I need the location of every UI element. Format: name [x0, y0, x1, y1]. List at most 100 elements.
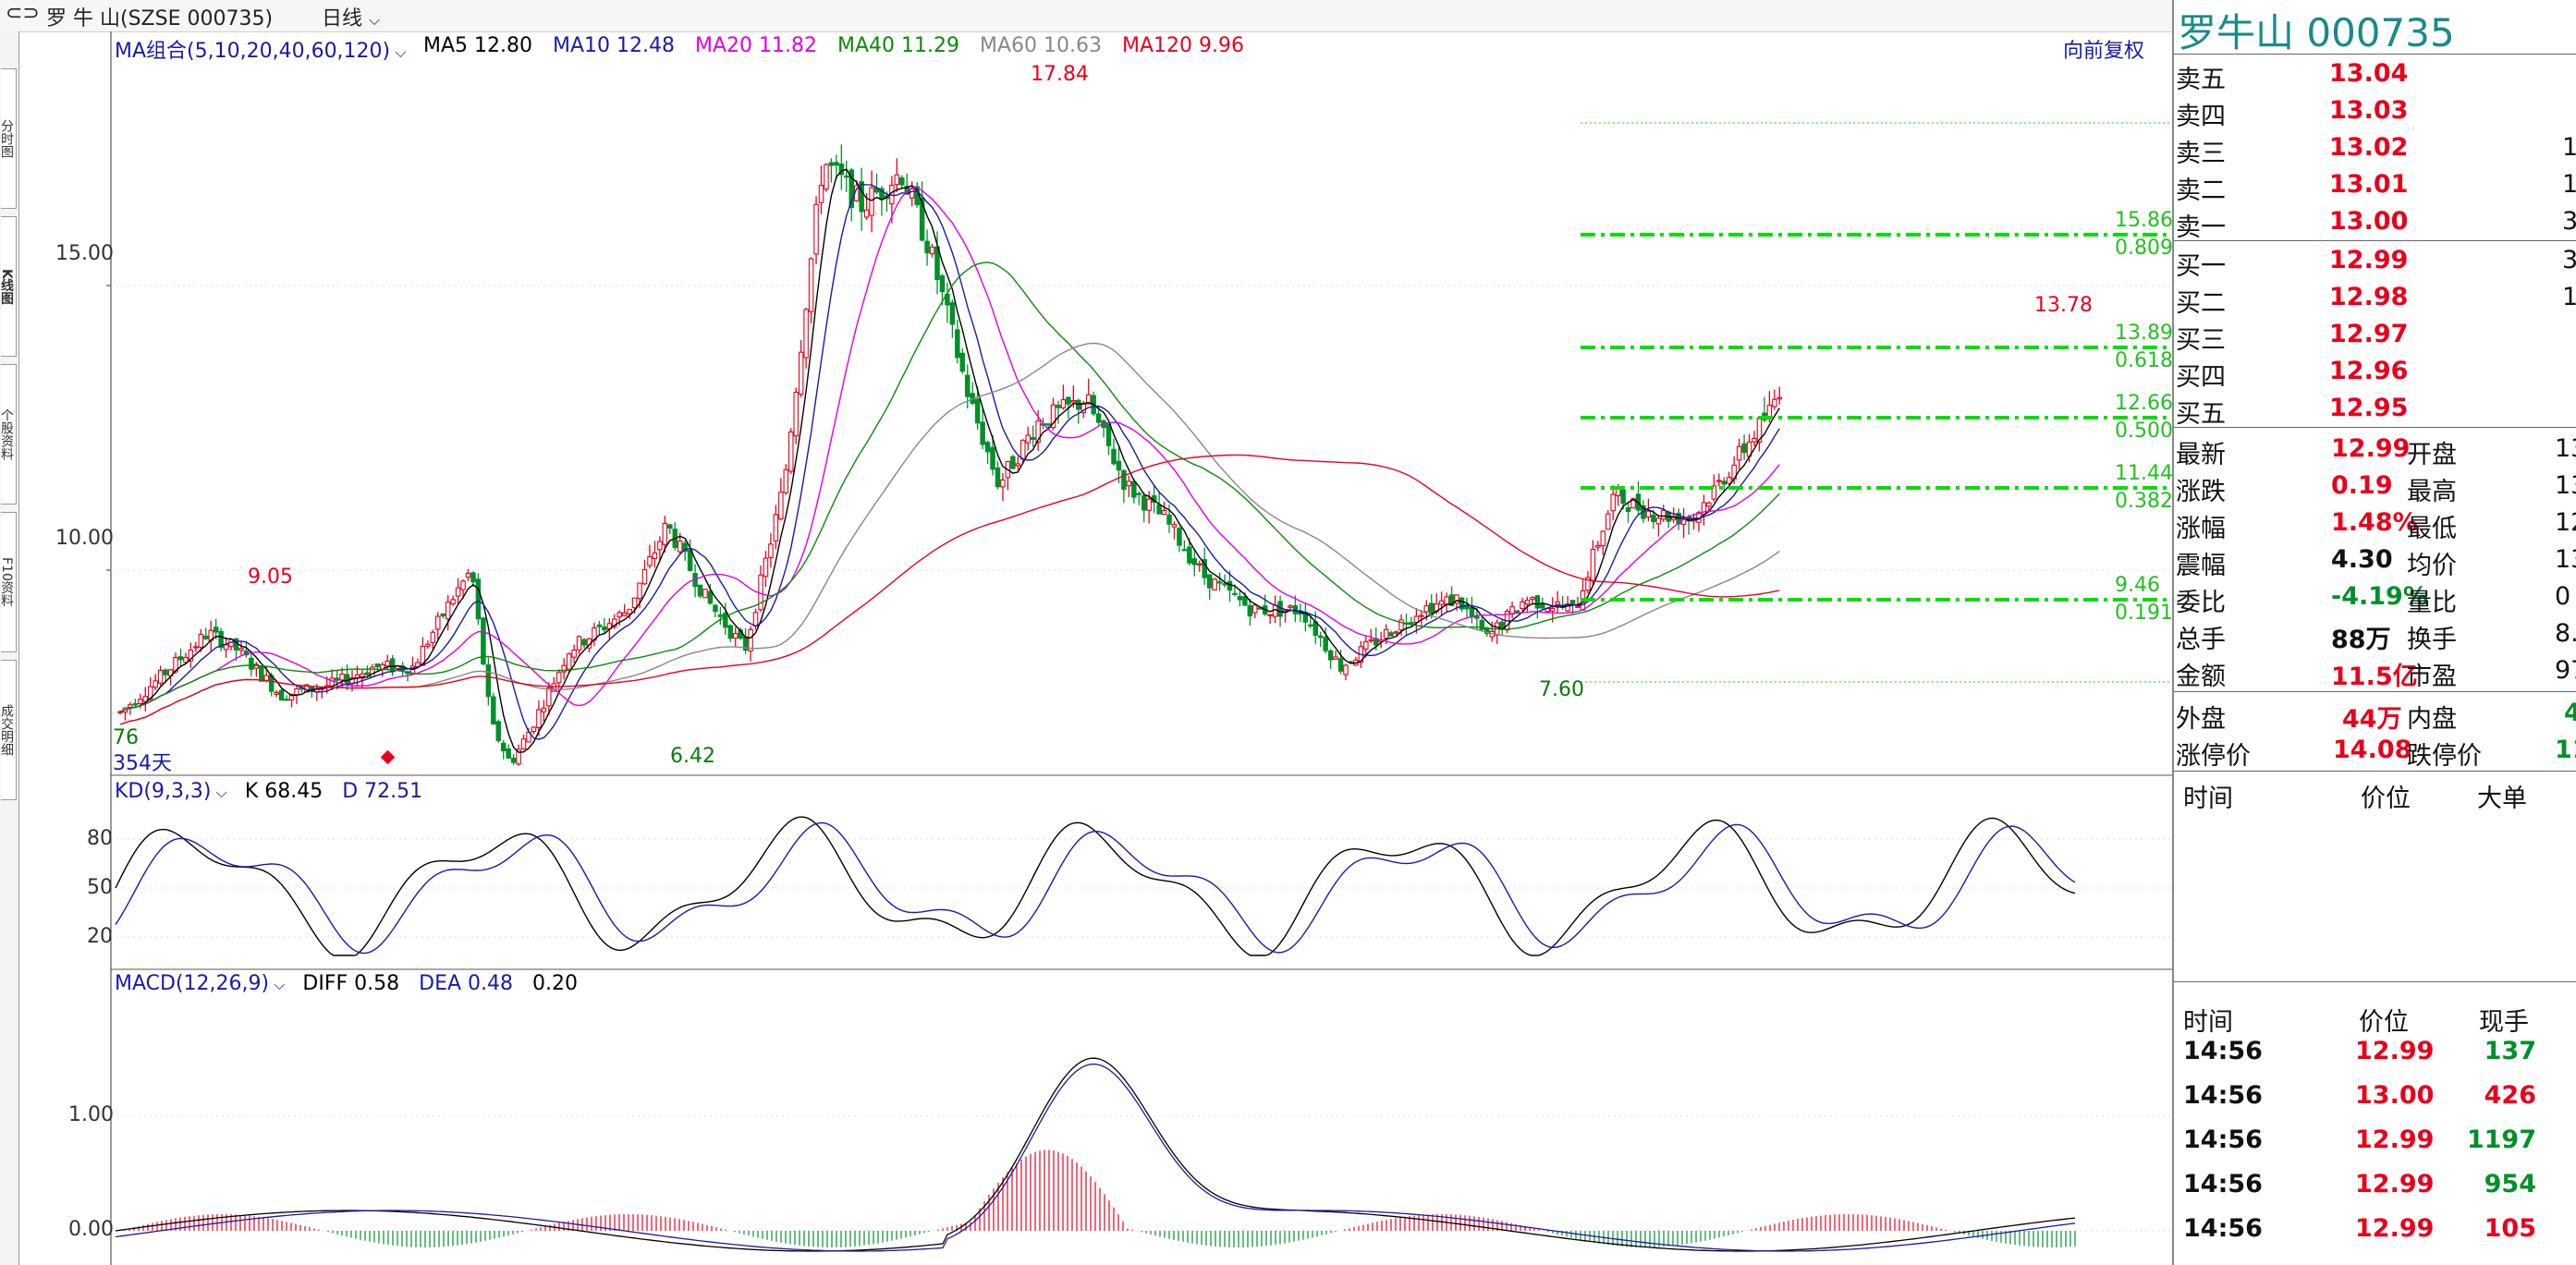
- ma-value-0: MA5 12.80: [423, 34, 533, 57]
- ma-value-3: MA40 11.29: [837, 34, 960, 57]
- candle-body: [506, 748, 511, 759]
- candle-body: [153, 680, 158, 688]
- candle-body: [495, 721, 502, 742]
- candle-body: [510, 758, 517, 763]
- tab-trades[interactable]: 成交明细: [1, 660, 17, 800]
- sell-price: 13.02: [2329, 133, 2409, 162]
- candle-body: [128, 704, 133, 709]
- tab-intraday[interactable]: 分时图: [1, 68, 17, 209]
- buy-price: 12.97: [2329, 320, 2409, 348]
- candle-body: [945, 293, 950, 306]
- candle-body: [641, 568, 648, 585]
- candle-body: [687, 549, 693, 571]
- stat-row: 涨跌 0.19 最高 13: [2174, 468, 2576, 506]
- stat-value: 1.48%: [2331, 508, 2418, 537]
- candle-body: [667, 524, 673, 529]
- candle-body: [198, 633, 204, 648]
- candle-body: [288, 693, 295, 700]
- stat-value: 4.30: [2331, 545, 2393, 574]
- stat-value: -4.19%: [2331, 582, 2428, 611]
- candle-body: [1575, 605, 1581, 608]
- fib-ratio-4: 0.191: [2115, 602, 2173, 625]
- sell-row: 卖四 13.03: [2174, 92, 2576, 131]
- candle-body: [732, 633, 739, 639]
- quote-panel: 罗牛山 000735 卖五 13.04 卖四 13.03 卖三 13.02 1 卖二 13.01…: [2172, 0, 2576, 1265]
- candle-body: [1645, 510, 1652, 518]
- candle-body: [1237, 595, 1243, 601]
- stat-label: 涨跌: [2176, 478, 2226, 506]
- candle-body: [531, 726, 537, 733]
- stat-value-2: 12: [2555, 508, 2576, 537]
- sell-volume: 1: [2562, 170, 2576, 199]
- candle-body: [637, 582, 642, 600]
- fib-price-1: 13.89: [2115, 322, 2173, 345]
- candle-body: [213, 626, 219, 633]
- buy-row: 买二 12.98 1: [2174, 279, 2576, 318]
- candle-body: [1020, 440, 1026, 460]
- inner-label: 内盘: [2407, 705, 2457, 734]
- macd-selector[interactable]: MACD(12,26,9): [115, 972, 270, 995]
- kd-y-20: 20: [87, 925, 113, 948]
- candle-body: [1741, 443, 1747, 454]
- ma-selector[interactable]: MA组合(5,10,20,40,60,120): [115, 40, 391, 63]
- candle-body: [339, 673, 345, 681]
- stat-value: 11.5亿: [2331, 663, 2418, 691]
- tab-kline[interactable]: K线图: [1, 216, 17, 357]
- limit-down-label: 跌停价: [2407, 742, 2482, 771]
- candle-body: [360, 673, 365, 679]
- tick-volume: 105: [2484, 1214, 2536, 1243]
- adjust-button[interactable]: 向前复权: [2063, 40, 2145, 63]
- period-selector[interactable]: 日线 ⌵: [322, 2, 380, 31]
- candle-body: [1242, 596, 1248, 606]
- candle-body: [1752, 437, 1757, 443]
- kd-y-50: 50: [87, 876, 113, 899]
- candle-body: [808, 258, 814, 312]
- candle-body: [1288, 605, 1293, 608]
- candle-body: [813, 203, 819, 255]
- candle-body: [848, 169, 854, 209]
- candle-body: [193, 646, 199, 649]
- macd-value: 0.20: [532, 972, 578, 995]
- chevron-down-icon[interactable]: ⌵: [211, 784, 232, 801]
- candle-body: [1177, 528, 1182, 546]
- buy-label: 买五: [2176, 400, 2226, 429]
- candle-body: [713, 604, 718, 613]
- sell-label: 卖二: [2176, 176, 2226, 205]
- candle-body: [132, 703, 139, 706]
- candle-body: [430, 631, 436, 643]
- candle-body: [470, 572, 476, 583]
- stat-label-2: 市盈: [2407, 663, 2457, 691]
- candle-body: [919, 197, 925, 241]
- period-label: 日线: [322, 7, 363, 30]
- candle-body: [188, 650, 194, 662]
- buy-row: 买一 12.99 3: [2174, 242, 2576, 281]
- candle-body: [939, 274, 946, 293]
- chart-canvas[interactable]: [18, 31, 2172, 1265]
- tab-f10[interactable]: F10资料: [1, 512, 17, 652]
- candle-body: [238, 648, 244, 651]
- sell-row: 卖五 13.04: [2174, 55, 2576, 94]
- tab-profile[interactable]: 个股资料: [1, 364, 17, 505]
- tick-price: 12.99: [2355, 1037, 2435, 1065]
- candle-body: [783, 468, 789, 493]
- buy-row: 买四 12.96: [2174, 353, 2576, 392]
- link-icon[interactable]: ⊂⊃: [6, 2, 40, 25]
- buy-price: 12.96: [2329, 357, 2409, 385]
- buy-volume: 1: [2562, 283, 2576, 311]
- chevron-down-icon[interactable]: ⌵: [390, 43, 407, 61]
- stock-title: 罗 牛 山(SZSE 000735): [46, 7, 274, 30]
- candle-body: [1716, 480, 1722, 482]
- candle-body: [142, 696, 149, 702]
- candle-body: [1156, 504, 1162, 515]
- chart-area[interactable]: MA组合(5,10,20,40,60,120) ⌵ MA5 12.80 MA10 …: [18, 31, 2173, 1265]
- candle-body: [1141, 495, 1147, 511]
- chevron-down-icon[interactable]: ⌵: [269, 976, 290, 993]
- candle-body: [793, 391, 799, 437]
- tick-time: 14:56: [2183, 1170, 2263, 1198]
- candle-body: [602, 626, 607, 631]
- tick-header-row: 时间 价位 现手: [2174, 998, 2576, 1037]
- candle-body: [1333, 656, 1338, 660]
- stat-label-2: 最高: [2407, 478, 2457, 506]
- candle-body: [1247, 605, 1253, 617]
- kd-selector[interactable]: KD(9,3,3): [115, 780, 212, 803]
